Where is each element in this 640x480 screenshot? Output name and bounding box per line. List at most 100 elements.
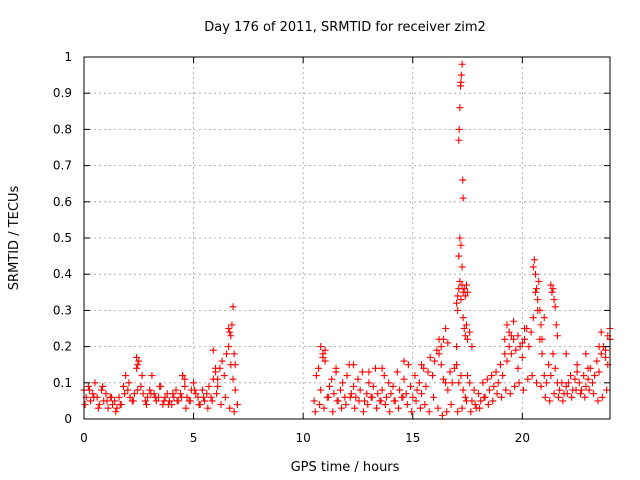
data-point (567, 372, 575, 380)
data-point (134, 386, 142, 394)
data-point (411, 372, 419, 380)
data-point (129, 397, 137, 405)
data-point (602, 353, 610, 361)
data-point (439, 335, 447, 343)
data-point (85, 386, 93, 394)
data-point (229, 303, 237, 311)
data-point (528, 372, 536, 380)
data-point (424, 368, 432, 376)
data-point (581, 393, 589, 401)
data-point (368, 393, 376, 401)
data-point (205, 382, 213, 390)
data-point (450, 364, 458, 372)
data-point (511, 382, 519, 390)
data-point (546, 397, 554, 405)
x-tick-label: 10 (296, 431, 311, 445)
data-point (582, 382, 590, 390)
data-point (550, 390, 558, 398)
data-point (141, 397, 149, 405)
data-point (515, 379, 523, 387)
data-point (146, 386, 154, 394)
y-tick-label: 0 (64, 412, 72, 426)
data-point (198, 386, 206, 394)
data-point (212, 364, 219, 372)
data-point (230, 408, 238, 416)
data-point (550, 296, 558, 304)
data-point (226, 404, 234, 412)
data-point (485, 386, 493, 394)
data-point (563, 390, 571, 398)
data-point (226, 328, 234, 336)
y-tick-label: 0.6 (53, 195, 72, 209)
data-point (582, 350, 590, 358)
data-point (312, 372, 320, 380)
data-point (540, 314, 548, 322)
data-point (456, 234, 464, 242)
data-point (418, 390, 426, 398)
x-tick-label: 5 (190, 431, 198, 445)
data-point (547, 281, 555, 289)
data-point (390, 397, 398, 405)
data-point (213, 390, 221, 398)
data-point (355, 397, 363, 405)
data-point (225, 325, 233, 332)
data-point (230, 350, 238, 358)
data-point (374, 390, 382, 398)
data-point (137, 382, 145, 390)
data-point (461, 332, 469, 340)
data-point (317, 386, 325, 394)
data-point (102, 390, 110, 398)
data-point (222, 350, 230, 358)
data-point (603, 386, 611, 394)
data-point (192, 390, 200, 398)
tick-labels: 0 5 10 15 20 0 0.1 0.2 0.3 0.4 0.5 0.6 0.7 0.8 0.9 1 (53, 50, 530, 445)
data-point (371, 364, 379, 372)
data-point (457, 78, 465, 86)
data-point (233, 401, 241, 409)
data-point (151, 393, 159, 401)
data-point (386, 408, 394, 416)
data-point (311, 408, 319, 416)
data-point (585, 386, 593, 394)
data-point (317, 343, 325, 351)
data-point (480, 393, 488, 401)
data-point (514, 332, 522, 340)
data-point (447, 401, 455, 409)
data-point (453, 299, 461, 307)
data-point (475, 390, 482, 398)
data-point (459, 386, 467, 394)
data-point (217, 401, 225, 409)
data-point (476, 404, 484, 412)
data-point (121, 390, 129, 398)
data-point (148, 372, 156, 380)
data-point (356, 386, 364, 394)
data-point (338, 404, 346, 412)
data-point (373, 404, 381, 412)
data-point (514, 364, 522, 372)
data-point (420, 364, 428, 372)
data-point (498, 393, 506, 401)
data-point (549, 285, 557, 293)
data-point (464, 335, 472, 343)
data-point (538, 350, 546, 358)
data-point (400, 357, 408, 365)
data-point (139, 390, 147, 398)
data-point (573, 368, 581, 376)
data-point (466, 328, 474, 336)
data-point (454, 292, 462, 300)
data-point (169, 390, 177, 398)
data-point (220, 372, 228, 380)
y-axis-title: SRMTID / TECUs (7, 186, 22, 291)
data-point (499, 372, 507, 380)
data-point (330, 390, 338, 398)
data-point (221, 393, 229, 401)
data-point (457, 241, 465, 249)
data-point (602, 346, 610, 354)
data-point (178, 393, 186, 401)
data-point (503, 357, 511, 365)
data-point (471, 401, 479, 409)
data-point (413, 386, 421, 394)
data-point (437, 343, 445, 351)
data-point (103, 397, 111, 405)
